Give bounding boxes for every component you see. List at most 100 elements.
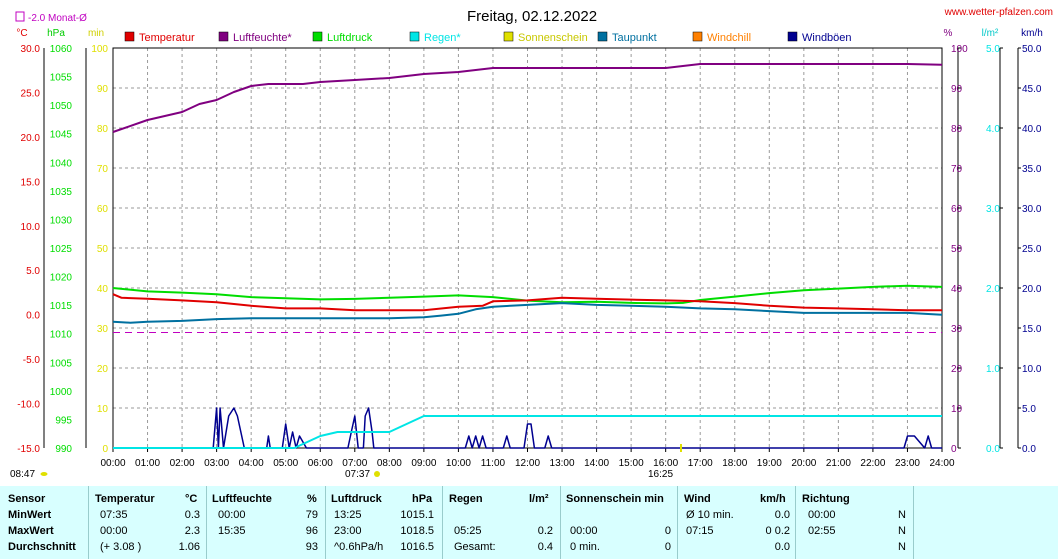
axis-label-pressure: 1040 [50, 158, 73, 169]
cell-s-time: 0 min. [570, 541, 600, 553]
legend-label: Windchill [707, 32, 751, 44]
x-tick-label: 06:00 [308, 458, 333, 469]
axis-label-minutes: 50 [97, 244, 109, 255]
axis-label-rain: 0.0 [986, 444, 1000, 455]
cell-t-val: 1.06 [178, 541, 200, 553]
x-tick-label: 05:00 [273, 458, 298, 469]
column-divider [795, 486, 796, 559]
axis-label-wind: 15.0 [1022, 324, 1042, 335]
axis-label-pressure: 995 [55, 415, 72, 426]
axis-label-percent: 70 [951, 164, 963, 175]
cell-r-val: 0.4 [537, 541, 553, 553]
cell-t-val: 0.3 [184, 509, 200, 521]
x-tick-label: 14:00 [584, 458, 609, 469]
cell-s-val: 0 [664, 525, 671, 537]
sunset-marker-right: 16:25 [648, 444, 682, 480]
axis-label-percent: 20 [951, 364, 963, 375]
cell-p-val: 1015.1 [400, 509, 434, 521]
axis-label-wind: 45.0 [1022, 84, 1042, 95]
axis-label-percent: 30 [951, 324, 963, 335]
axis-label-rain: 2.0 [986, 284, 1000, 295]
axis-label-pressure: 1025 [50, 244, 73, 255]
axis-label-temp: 15.0 [21, 177, 41, 188]
series-line-luftfeuchte [112, 63, 943, 133]
axis-label-minutes: 30 [97, 324, 109, 335]
chart-series [112, 63, 943, 449]
axis-label-percent: 0 [951, 444, 957, 455]
axis-label-minutes: 60 [97, 204, 109, 215]
legend-swatch [597, 31, 608, 42]
axis-label-minutes: 40 [97, 284, 109, 295]
cell-d-val: N [898, 509, 906, 521]
axis-label-temp: 10.0 [21, 222, 41, 233]
legend-label: Windböen [802, 32, 852, 44]
header-wind-unit: km/h [760, 493, 786, 505]
axis-label-pressure: 1020 [50, 273, 73, 284]
x-tick-label: 03:00 [204, 458, 229, 469]
legend-label: Taupunkt [612, 32, 657, 44]
site-link[interactable]: www.wetter-pfalzen.com [944, 7, 1053, 18]
axis-label-pressure: 1015 [50, 301, 73, 312]
axis-label-pressure: 1005 [50, 358, 73, 369]
series-line-temperatur [112, 293, 942, 312]
legend-swatch [692, 31, 703, 42]
row-label: MaxWert [8, 525, 54, 537]
axis-label-temp: 20.0 [21, 133, 41, 144]
axis-label-temp: -10.0 [17, 400, 40, 411]
x-tick-label: 20:00 [791, 458, 816, 469]
legend-label: Luftdruck [327, 32, 373, 44]
cell-p-time: 13:25 [334, 509, 362, 521]
column-divider [442, 486, 443, 559]
column-divider [560, 486, 561, 559]
legend-swatch [787, 31, 798, 42]
axis-label-percent: 60 [951, 204, 963, 215]
month-avg-marker: -2.0 Monat-Ø [15, 11, 87, 24]
axis-label-minutes: 70 [97, 164, 109, 175]
cell-w-time: Ø 10 min. [686, 509, 734, 521]
axis-label-wind: 50.0 [1022, 44, 1042, 55]
legend-swatch [312, 31, 323, 42]
cell-d-time: 00:00 [808, 509, 836, 521]
header-temperature: Temperatur [95, 493, 155, 505]
axis-label-percent: 90 [951, 84, 963, 95]
axis-label-wind: 5.0 [1022, 404, 1036, 415]
sun-icon [40, 472, 48, 476]
axis-label-minutes: 0 [102, 444, 108, 455]
cell-d-time: 02:55 [808, 525, 836, 537]
legend-label: Sonnenschein [518, 32, 588, 44]
header-wind: Wind [684, 493, 711, 505]
series-line-regen [113, 415, 942, 449]
legend-swatch [218, 31, 229, 42]
axis-label-percent: 50 [951, 244, 963, 255]
axis-label-temp: -15.0 [17, 444, 40, 455]
x-tick-label: 01:00 [135, 458, 160, 469]
cell-p-time: 23:00 [334, 525, 362, 537]
axis-label-pressure: 990 [55, 444, 72, 455]
x-tick-label: 04:00 [239, 458, 264, 469]
x-tick-label: 15:00 [619, 458, 644, 469]
x-tick-label: 21:00 [826, 458, 851, 469]
cell-h-time: 15:35 [218, 525, 246, 537]
legend-swatch [409, 31, 420, 42]
cell-s-val: 0 [664, 541, 671, 553]
axis-label-percent: 80 [951, 124, 963, 135]
sunrise-marker: 08:47 [10, 469, 48, 480]
axis-label-pressure: 1045 [50, 130, 73, 141]
header-pressure: Luftdruck [331, 493, 382, 505]
axis-label-pressure: 1050 [50, 101, 73, 112]
x-tick-label: 07:00 [342, 458, 367, 469]
legend-label: Regen* [424, 32, 461, 44]
axis-label-rain: 1.0 [986, 364, 1000, 375]
axis-label-temp: 5.0 [26, 266, 40, 277]
cell-r-time: 05:25 [454, 525, 482, 537]
axis-label-wind: 35.0 [1022, 164, 1042, 175]
axis-label-percent: 100 [951, 44, 968, 55]
axis-label-pressure: 1000 [50, 387, 73, 398]
sun-icon [374, 471, 380, 477]
chart-legend: Temperatur Luftfeuchte* Luftdruck Regen* Son… [124, 31, 852, 44]
axis-label-rain: 3.0 [986, 204, 1000, 215]
header-direction: Richtung [802, 493, 850, 505]
cell-w-val: 0 0.2 [765, 525, 790, 537]
cell-h-time: 00:00 [218, 509, 246, 521]
x-tick-label: 08:00 [377, 458, 402, 469]
